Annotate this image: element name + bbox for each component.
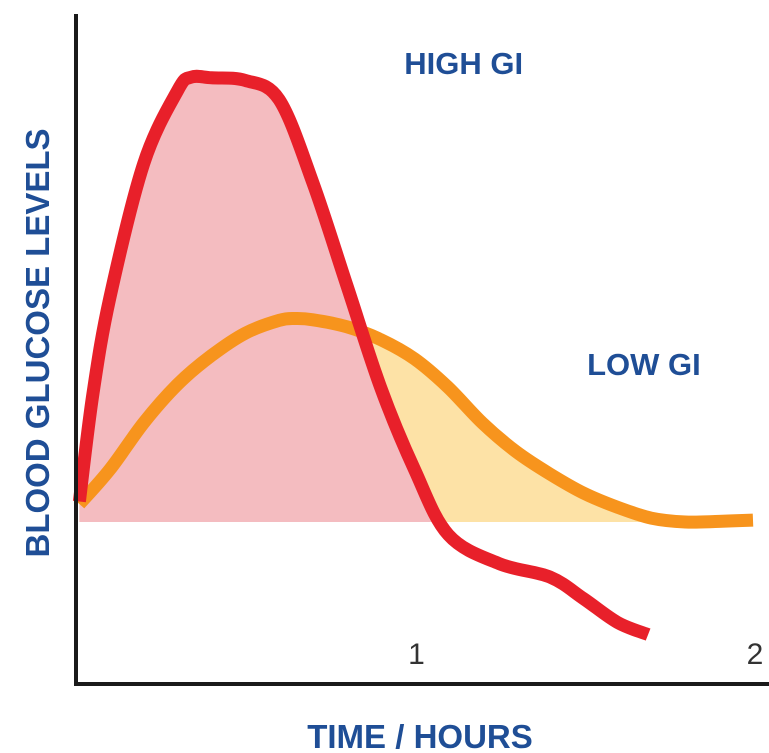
area-fills xyxy=(79,76,753,523)
low-gi-annotation: LOW GI xyxy=(587,347,701,382)
high-gi-annotation: HIGH GI xyxy=(404,46,523,81)
high-gi-line xyxy=(72,69,651,641)
y-axis-label: BLOOD GLUCOSE LEVELS xyxy=(19,128,56,557)
series-lines xyxy=(72,69,754,641)
high-gi-area-fill xyxy=(79,76,442,522)
low-gi-line xyxy=(74,311,754,529)
x-tick-label-2: 2 xyxy=(747,638,764,671)
x-tick-label-1: 1 xyxy=(408,638,425,671)
x-axis-label: TIME / HOURS xyxy=(307,718,533,753)
series-annotations: HIGH GI LOW GI xyxy=(404,46,700,382)
